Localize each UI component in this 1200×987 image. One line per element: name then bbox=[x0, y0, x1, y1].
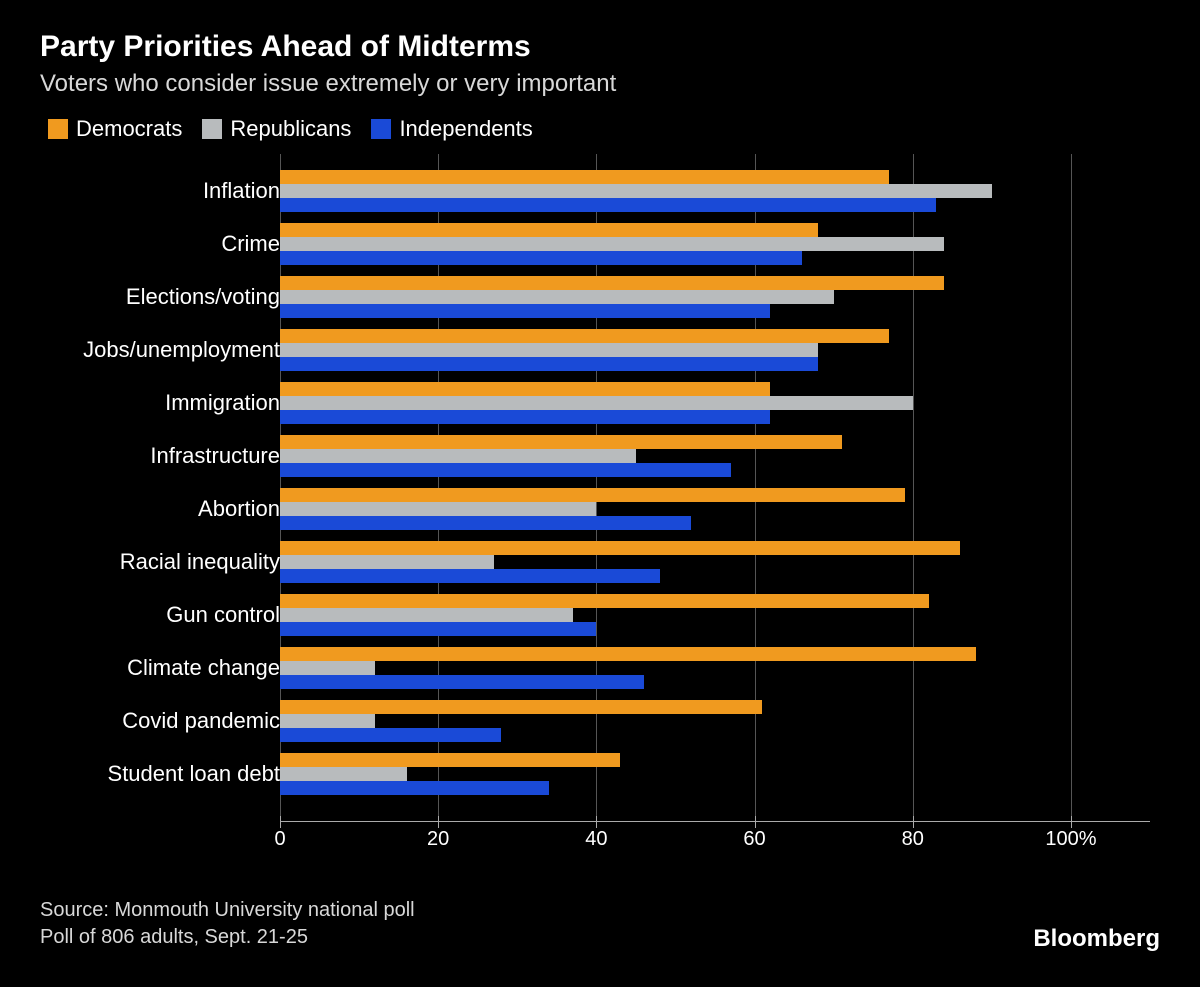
bar bbox=[280, 396, 913, 410]
source-line-2: Poll of 806 adults, Sept. 21-25 bbox=[40, 924, 415, 951]
category-label: Covid pandemic bbox=[122, 708, 280, 734]
chart-row: Immigration bbox=[40, 376, 1160, 429]
bar bbox=[280, 647, 976, 661]
bar bbox=[280, 767, 407, 781]
category-label: Student loan debt bbox=[108, 761, 280, 787]
bar bbox=[280, 555, 494, 569]
chart-row: Crime bbox=[40, 217, 1160, 270]
legend-swatch bbox=[371, 119, 391, 139]
brand-label: Bloomberg bbox=[1033, 925, 1160, 953]
bar bbox=[280, 728, 501, 742]
legend-item: Republicans bbox=[202, 116, 351, 142]
legend-label: Republicans bbox=[230, 116, 351, 142]
x-tick bbox=[438, 816, 439, 828]
category-label: Climate change bbox=[127, 655, 280, 681]
bar bbox=[280, 569, 660, 583]
bar bbox=[280, 502, 596, 516]
bar bbox=[280, 410, 770, 424]
bar bbox=[280, 661, 375, 675]
category-label: Racial inequality bbox=[120, 549, 280, 575]
chart-title: Party Priorities Ahead of Midterms bbox=[40, 30, 1160, 64]
chart-row: Student loan debt bbox=[40, 747, 1160, 800]
bar bbox=[280, 304, 770, 318]
bar bbox=[280, 435, 842, 449]
chart-row: Racial inequality bbox=[40, 535, 1160, 588]
bar bbox=[280, 594, 929, 608]
bar bbox=[280, 675, 644, 689]
x-tick bbox=[280, 816, 281, 828]
bar bbox=[280, 449, 636, 463]
category-label: Crime bbox=[221, 231, 280, 257]
bar bbox=[280, 198, 936, 212]
x-axis-label: 40 bbox=[585, 828, 607, 851]
chart-row: Jobs/unemployment bbox=[40, 323, 1160, 376]
bar bbox=[280, 170, 889, 184]
bar bbox=[280, 382, 770, 396]
legend-swatch bbox=[48, 119, 68, 139]
x-tick bbox=[913, 816, 914, 828]
bar bbox=[280, 608, 573, 622]
chart-row: Abortion bbox=[40, 482, 1160, 535]
x-axis-label: 20 bbox=[427, 828, 449, 851]
legend-label: Democrats bbox=[76, 116, 182, 142]
bar bbox=[280, 357, 818, 371]
bar bbox=[280, 714, 375, 728]
legend-item: Independents bbox=[371, 116, 532, 142]
x-axis-label: 100% bbox=[1045, 828, 1096, 851]
legend-item: Democrats bbox=[48, 116, 182, 142]
chart-container: Inflation Crime Elections/voting Jobs/unemp… bbox=[40, 154, 1160, 874]
x-tick bbox=[1071, 816, 1072, 828]
bar bbox=[280, 753, 620, 767]
bar bbox=[280, 290, 834, 304]
bar bbox=[280, 184, 992, 198]
category-label: Abortion bbox=[198, 496, 280, 522]
chart-row: Infrastructure bbox=[40, 429, 1160, 482]
legend-label: Independents bbox=[399, 116, 532, 142]
bar bbox=[280, 223, 818, 237]
x-axis-label: 80 bbox=[902, 828, 924, 851]
bar bbox=[280, 541, 960, 555]
chart-row: Gun control bbox=[40, 588, 1160, 641]
legend: Democrats Republicans Independents bbox=[48, 116, 1160, 142]
chart-row: Inflation bbox=[40, 164, 1160, 217]
x-axis-label: 0 bbox=[274, 828, 285, 851]
bar bbox=[280, 516, 691, 530]
bar bbox=[280, 463, 731, 477]
chart-row: Climate change bbox=[40, 641, 1160, 694]
bar bbox=[280, 622, 596, 636]
chart-footer: Source: Monmouth University national pol… bbox=[40, 897, 415, 951]
chart-subtitle: Voters who consider issue extremely or v… bbox=[40, 70, 1160, 98]
x-axis-label: 60 bbox=[743, 828, 765, 851]
x-tick bbox=[755, 816, 756, 828]
bar bbox=[280, 329, 889, 343]
category-label: Immigration bbox=[165, 390, 280, 416]
bar bbox=[280, 488, 905, 502]
bar bbox=[280, 237, 944, 251]
category-label: Jobs/unemployment bbox=[83, 337, 280, 363]
category-label: Elections/voting bbox=[126, 284, 280, 310]
bar bbox=[280, 700, 762, 714]
category-label: Infrastructure bbox=[150, 443, 280, 469]
chart-row: Elections/voting bbox=[40, 270, 1160, 323]
bar bbox=[280, 781, 549, 795]
category-label: Inflation bbox=[203, 178, 280, 204]
category-label: Gun control bbox=[166, 602, 280, 628]
x-axis bbox=[280, 821, 1150, 822]
bar bbox=[280, 343, 818, 357]
legend-swatch bbox=[202, 119, 222, 139]
chart-row: Covid pandemic bbox=[40, 694, 1160, 747]
bar bbox=[280, 276, 944, 290]
x-tick bbox=[596, 816, 597, 828]
bar bbox=[280, 251, 802, 265]
source-line-1: Source: Monmouth University national pol… bbox=[40, 897, 415, 924]
